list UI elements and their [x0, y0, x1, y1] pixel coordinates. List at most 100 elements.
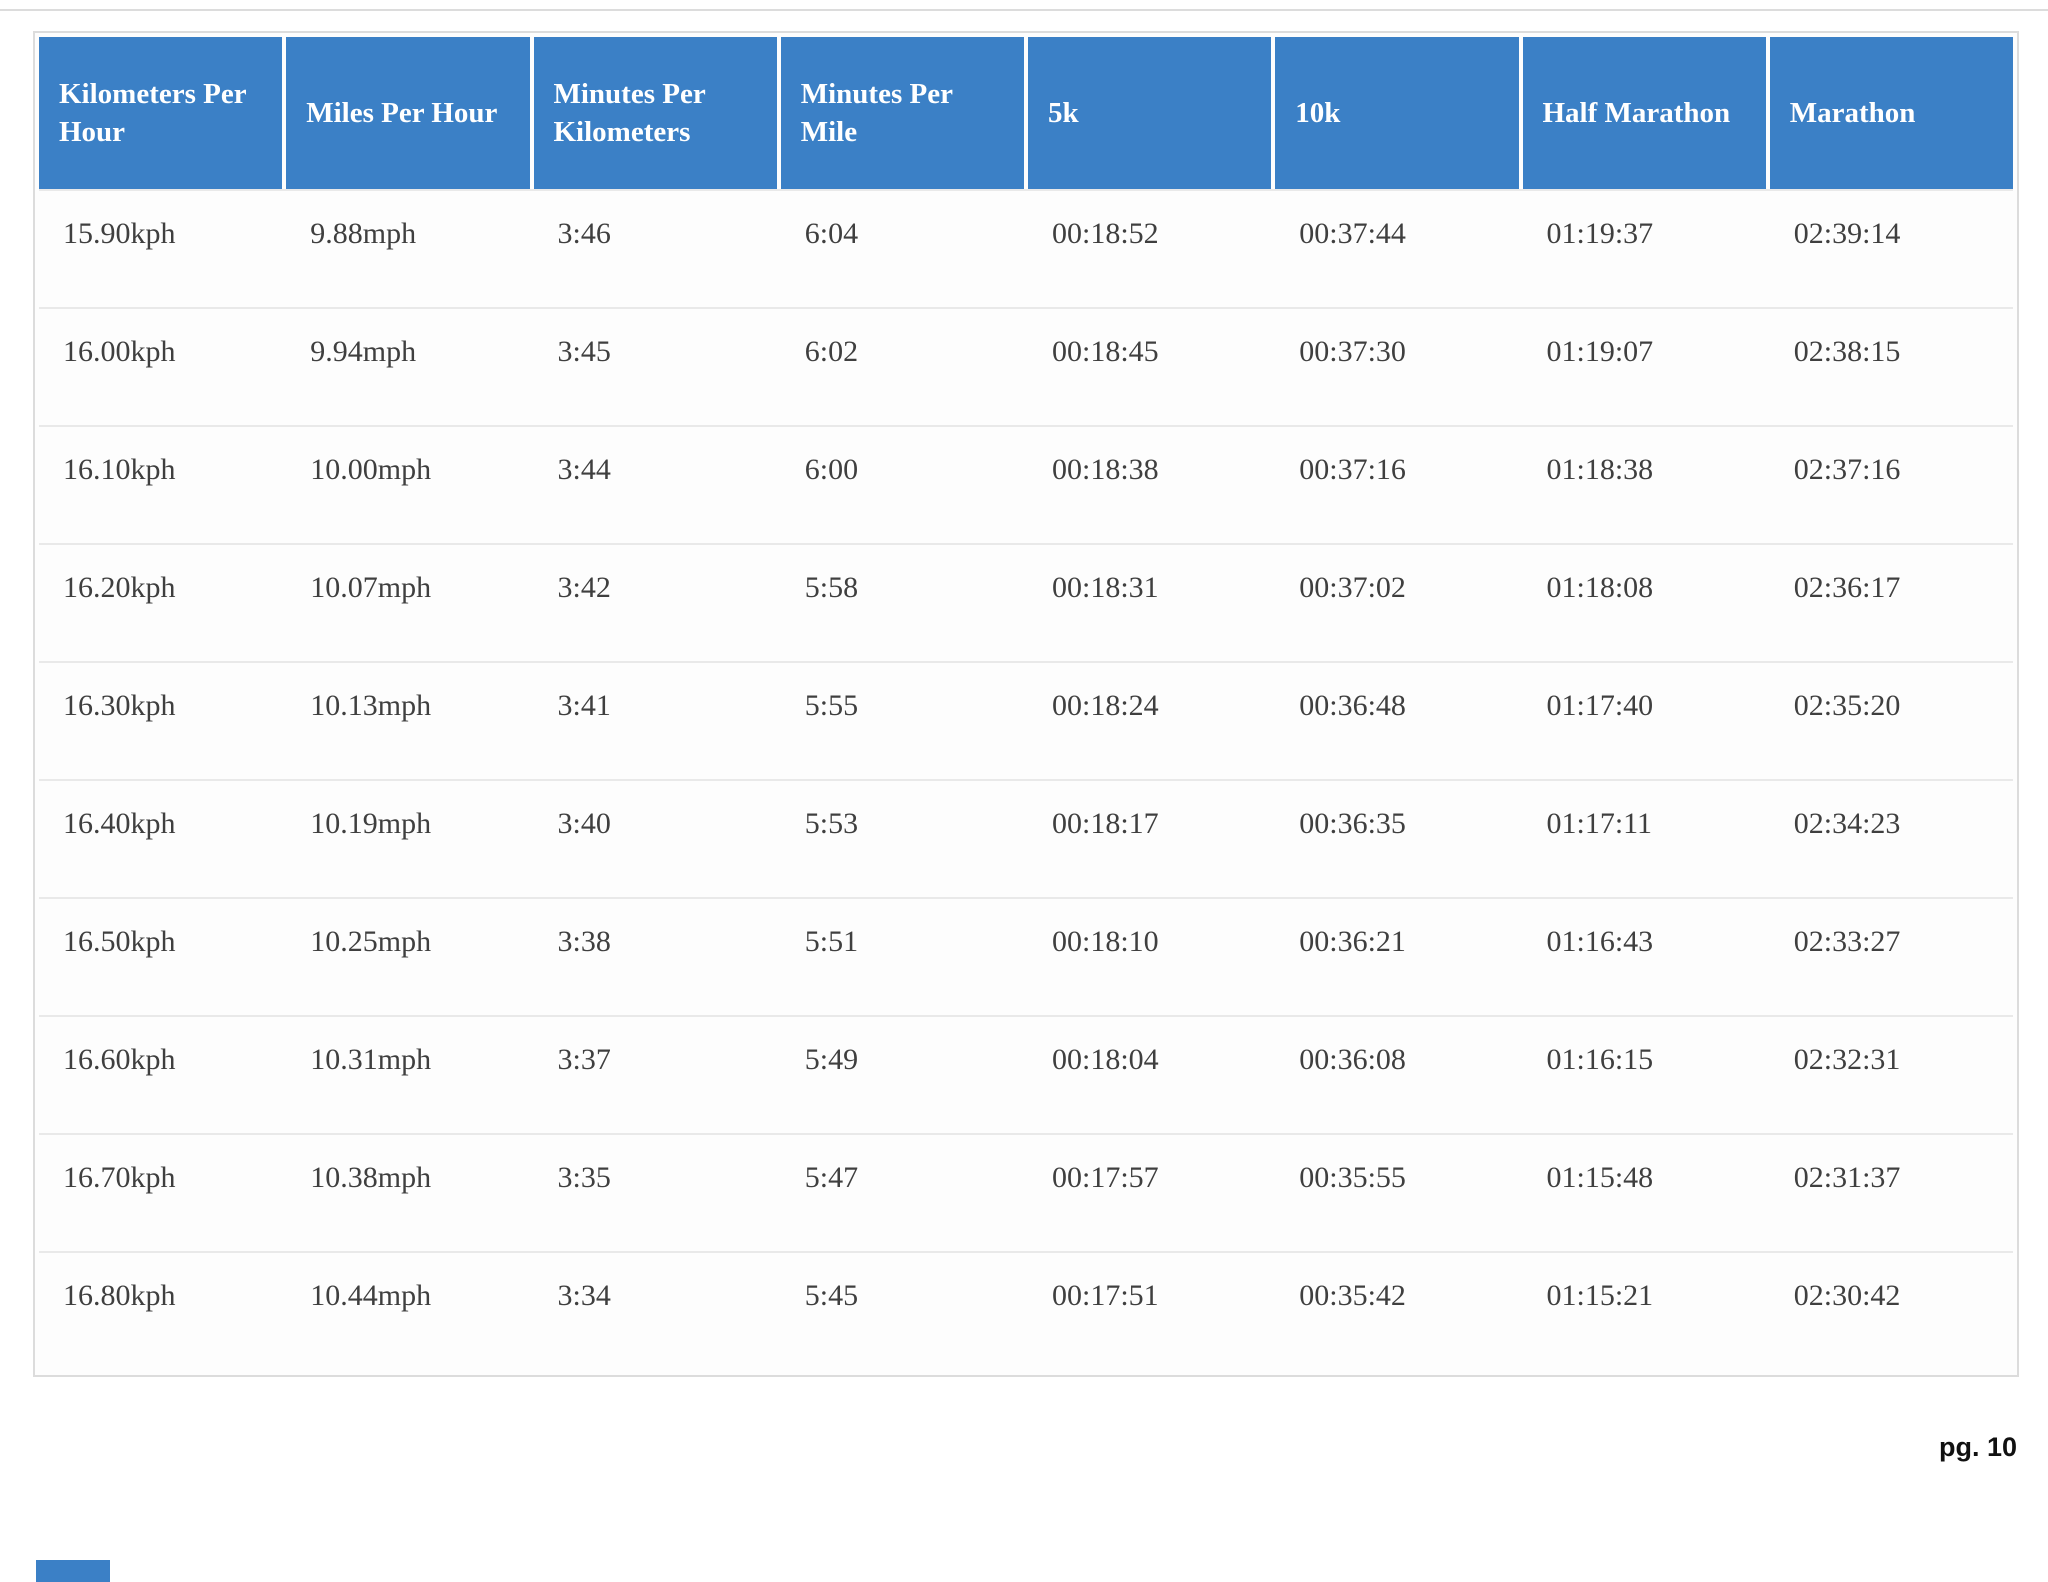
table-cell: 02:36:17	[1793, 571, 1901, 604]
table-cell: 00:18:52	[1052, 217, 1159, 250]
table-cell: 00:36:48	[1299, 689, 1406, 722]
table-cell: 3:37	[557, 1043, 611, 1076]
column-header-miles-per-hour: Miles Per Hour	[286, 37, 530, 189]
table-cell: 5:49	[804, 1043, 859, 1076]
table-row: 16.80kph 10.44mph 3:34 5:45 00:17:51 00:35:42…	[39, 1251, 2013, 1369]
table-cell: 10.00mph	[310, 453, 432, 486]
table-cell: 01:19:07	[1546, 335, 1654, 368]
column-header-minutes-per-kilometers: Minutes Per Kilometers	[533, 37, 777, 189]
table-cell: 02:39:14	[1793, 217, 1901, 250]
table-cell: 01:15:48	[1546, 1161, 1654, 1194]
table-cell: 00:18:38	[1052, 453, 1159, 486]
column-header-10k: 10k	[1275, 37, 1519, 189]
table-cell: 5:45	[804, 1279, 859, 1312]
table-cell: 16.10kph	[63, 453, 176, 486]
table-cell: 00:18:10	[1052, 925, 1159, 958]
table-cell: 02:35:20	[1793, 689, 1901, 722]
table-cell: 3:45	[557, 335, 611, 368]
table-cell: 00:37:16	[1299, 453, 1406, 486]
table-cell: 00:37:30	[1299, 335, 1406, 368]
table-cell: 02:31:37	[1793, 1161, 1901, 1194]
column-header-half-marathon: Half Marathon	[1522, 37, 1766, 189]
table-cell: 00:17:51	[1052, 1279, 1159, 1312]
table-cell: 9.94mph	[310, 335, 417, 368]
table-cell: 10.25mph	[310, 925, 432, 958]
table-cell: 00:18:17	[1052, 807, 1159, 840]
table-cell: 01:15:21	[1546, 1279, 1654, 1312]
table-cell: 01:16:43	[1546, 925, 1654, 958]
column-header-minutes-per-mile: Minutes Per Mile	[780, 37, 1024, 189]
table-row: 16.20kph 10.07mph 3:42 5:58 00:18:31 00:37:02…	[39, 543, 2013, 661]
table-cell: 01:18:38	[1546, 453, 1654, 486]
column-header-marathon: Marathon	[1769, 37, 2013, 189]
table-cell: 00:18:24	[1052, 689, 1159, 722]
table-cell: 16.70kph	[63, 1161, 176, 1194]
table-header-row: Kilometers Per Hour Miles Per Hour Minutes…	[39, 37, 2013, 189]
table-row: 16.00kph 9.94mph 3:45 6:02 00:18:45 00:37:30 0…	[39, 307, 2013, 425]
table-cell: 5:53	[804, 807, 859, 840]
table-cell: 16.00kph	[63, 335, 176, 368]
table-cell: 02:33:27	[1793, 925, 1901, 958]
table-cell: 02:38:15	[1793, 335, 1901, 368]
table-cell: 00:35:55	[1299, 1161, 1406, 1194]
page-number: pg. 10	[1938, 1432, 2017, 1462]
table-cell: 00:18:04	[1052, 1043, 1159, 1076]
table-cell: 00:37:44	[1299, 217, 1406, 250]
table-row: 16.50kph 10.25mph 3:38 5:51 00:18:10 00:36:21…	[39, 897, 2013, 1015]
table-cell: 10.31mph	[310, 1043, 432, 1076]
table-cell: 02:30:42	[1793, 1279, 1901, 1312]
table-cell: 3:34	[557, 1279, 611, 1312]
table-cell: 16.20kph	[63, 571, 176, 604]
table-cell: 00:18:45	[1052, 335, 1159, 368]
table-cell: 10.07mph	[310, 571, 432, 604]
table-cell: 00:37:02	[1299, 571, 1406, 604]
table-cell: 6:04	[804, 217, 859, 250]
table-cell: 5:51	[804, 925, 859, 958]
table-cell: 5:47	[804, 1161, 859, 1194]
table-cell: 16.50kph	[63, 925, 176, 958]
table-row: 16.30kph 10.13mph 3:41 5:55 00:18:24 00:36:48…	[39, 661, 2013, 779]
table-cell: 00:17:57	[1052, 1161, 1159, 1194]
table-cell: 01:17:40	[1546, 689, 1654, 722]
table-cell: 5:55	[804, 689, 859, 722]
table-cell: 16.80kph	[63, 1279, 176, 1312]
table-cell: 3:35	[557, 1161, 611, 1194]
table-cell: 10.13mph	[310, 689, 432, 722]
table-cell: 6:02	[804, 335, 859, 368]
next-table-header-fragment	[36, 1560, 110, 1582]
table-cell: 15.90kph	[63, 217, 176, 250]
table-cell: 5:58	[804, 571, 859, 604]
table-row: 16.60kph 10.31mph 3:37 5:49 00:18:04 00:36:08…	[39, 1015, 2013, 1133]
table-cell: 02:34:23	[1793, 807, 1901, 840]
pace-conversion-table: Kilometers Per Hour Miles Per Hour Minutes…	[33, 31, 2019, 1377]
table-cell: 16.40kph	[63, 807, 176, 840]
table-cell: 10.19mph	[310, 807, 432, 840]
table-cell: 3:44	[557, 453, 611, 486]
table-cell: 02:37:16	[1793, 453, 1901, 486]
table-cell: 01:17:11	[1546, 807, 1653, 840]
column-header-kilometers-per-hour: Kilometers Per Hour	[39, 37, 283, 189]
table-cell: 01:19:37	[1546, 217, 1654, 250]
table-cell: 3:40	[557, 807, 611, 840]
table-cell: 02:32:31	[1793, 1043, 1901, 1076]
table-cell: 3:46	[557, 217, 611, 250]
table-cell: 16.60kph	[63, 1043, 176, 1076]
table-cell: 01:16:15	[1546, 1043, 1654, 1076]
table-cell: 16.30kph	[63, 689, 176, 722]
table-cell: 6:00	[804, 453, 859, 486]
table-cell: 00:36:35	[1299, 807, 1406, 840]
table-cell: 10.38mph	[310, 1161, 432, 1194]
page-top-divider	[0, 9, 2048, 11]
table-cell: 3:38	[557, 925, 611, 958]
table-cell: 00:35:42	[1299, 1279, 1406, 1312]
table-cell: 10.44mph	[310, 1279, 432, 1312]
column-header-5k: 5k	[1028, 37, 1272, 189]
table-row: 16.40kph 10.19mph 3:40 5:53 00:18:17 00:36:35…	[39, 779, 2013, 897]
table-row: 15.90kph 9.88mph 3:46 6:04 00:18:52 00:37:44 0…	[39, 189, 2013, 307]
table-cell: 3:41	[557, 689, 611, 722]
table-row: 16.10kph 10.00mph 3:44 6:00 00:18:38 00:37:16…	[39, 425, 2013, 543]
table-cell: 00:18:31	[1052, 571, 1159, 604]
table-cell: 00:36:08	[1299, 1043, 1406, 1076]
table-cell: 3:42	[557, 571, 611, 604]
table-cell: 01:18:08	[1546, 571, 1654, 604]
